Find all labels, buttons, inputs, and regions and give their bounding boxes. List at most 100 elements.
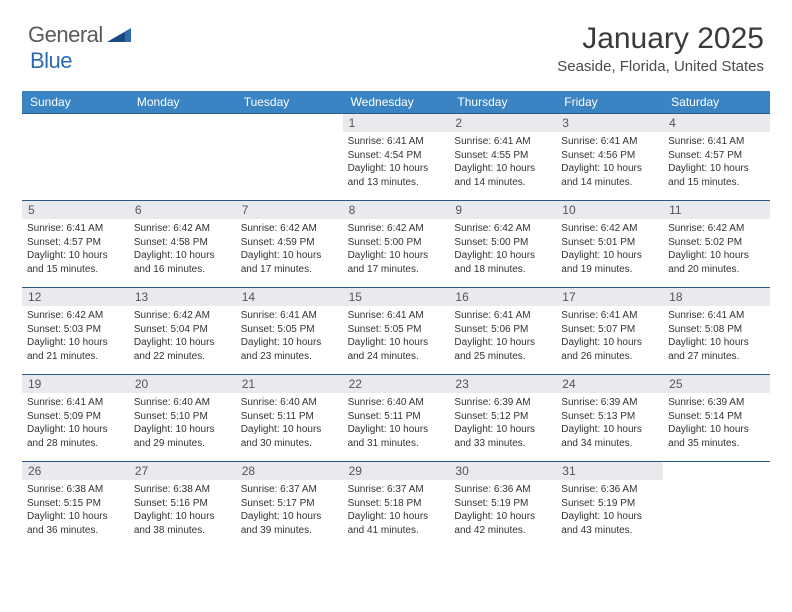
calendar-day-cell: 24Sunrise: 6:39 AMSunset: 5:13 PMDayligh…: [556, 375, 663, 461]
calendar-day-cell: 21Sunrise: 6:40 AMSunset: 5:11 PMDayligh…: [236, 375, 343, 461]
calendar-day-cell: 9Sunrise: 6:42 AMSunset: 5:00 PMDaylight…: [449, 201, 556, 287]
day-details: Sunrise: 6:41 AMSunset: 4:55 PMDaylight:…: [449, 132, 556, 192]
day-number: 11: [663, 201, 770, 219]
weekday-header: Friday: [556, 91, 663, 113]
day-details: Sunrise: 6:41 AMSunset: 5:06 PMDaylight:…: [449, 306, 556, 366]
logo-triangle-icon: [107, 24, 131, 47]
day-details: Sunrise: 6:42 AMSunset: 5:03 PMDaylight:…: [22, 306, 129, 366]
calendar-day-cell: 22Sunrise: 6:40 AMSunset: 5:11 PMDayligh…: [343, 375, 450, 461]
day-number: 6: [129, 201, 236, 219]
calendar-day-cell: 4Sunrise: 6:41 AMSunset: 4:57 PMDaylight…: [663, 114, 770, 200]
day-number: 22: [343, 375, 450, 393]
calendar-day-cell: 6Sunrise: 6:42 AMSunset: 4:58 PMDaylight…: [129, 201, 236, 287]
calendar-day-cell: 5Sunrise: 6:41 AMSunset: 4:57 PMDaylight…: [22, 201, 129, 287]
day-number: 19: [22, 375, 129, 393]
day-details: Sunrise: 6:42 AMSunset: 5:04 PMDaylight:…: [129, 306, 236, 366]
weekday-header: Sunday: [22, 91, 129, 113]
calendar-week-row: 19Sunrise: 6:41 AMSunset: 5:09 PMDayligh…: [22, 374, 770, 461]
day-number: 14: [236, 288, 343, 306]
day-details: Sunrise: 6:41 AMSunset: 4:54 PMDaylight:…: [343, 132, 450, 192]
calendar-day-cell: 2Sunrise: 6:41 AMSunset: 4:55 PMDaylight…: [449, 114, 556, 200]
day-number: 30: [449, 462, 556, 480]
day-number: 8: [343, 201, 450, 219]
calendar-day-cell: 20Sunrise: 6:40 AMSunset: 5:10 PMDayligh…: [129, 375, 236, 461]
calendar-day-cell: 30Sunrise: 6:36 AMSunset: 5:19 PMDayligh…: [449, 462, 556, 548]
day-details: Sunrise: 6:40 AMSunset: 5:10 PMDaylight:…: [129, 393, 236, 453]
calendar-day-cell: 25Sunrise: 6:39 AMSunset: 5:14 PMDayligh…: [663, 375, 770, 461]
day-details: Sunrise: 6:37 AMSunset: 5:17 PMDaylight:…: [236, 480, 343, 540]
header: General January 2025 Seaside, Florida, U…: [0, 0, 792, 79]
day-number: 4: [663, 114, 770, 132]
calendar-day-cell: 15Sunrise: 6:41 AMSunset: 5:05 PMDayligh…: [343, 288, 450, 374]
day-details: Sunrise: 6:36 AMSunset: 5:19 PMDaylight:…: [449, 480, 556, 540]
calendar-day-cell: 13Sunrise: 6:42 AMSunset: 5:04 PMDayligh…: [129, 288, 236, 374]
calendar-week-row: 12Sunrise: 6:42 AMSunset: 5:03 PMDayligh…: [22, 287, 770, 374]
calendar-day-cell: [129, 114, 236, 200]
day-number: 16: [449, 288, 556, 306]
day-details: Sunrise: 6:40 AMSunset: 5:11 PMDaylight:…: [343, 393, 450, 453]
day-details: Sunrise: 6:42 AMSunset: 4:58 PMDaylight:…: [129, 219, 236, 279]
day-details: Sunrise: 6:41 AMSunset: 4:57 PMDaylight:…: [663, 132, 770, 192]
calendar-week-row: 5Sunrise: 6:41 AMSunset: 4:57 PMDaylight…: [22, 200, 770, 287]
logo: General: [28, 22, 133, 48]
day-number: 2: [449, 114, 556, 132]
calendar-day-cell: 14Sunrise: 6:41 AMSunset: 5:05 PMDayligh…: [236, 288, 343, 374]
day-details: Sunrise: 6:40 AMSunset: 5:11 PMDaylight:…: [236, 393, 343, 453]
calendar-day-cell: 18Sunrise: 6:41 AMSunset: 5:08 PMDayligh…: [663, 288, 770, 374]
day-number: 18: [663, 288, 770, 306]
day-details: Sunrise: 6:41 AMSunset: 5:08 PMDaylight:…: [663, 306, 770, 366]
location: Seaside, Florida, United States: [557, 58, 764, 75]
day-number: 21: [236, 375, 343, 393]
weekday-header: Saturday: [663, 91, 770, 113]
day-number: 3: [556, 114, 663, 132]
weekday-header: Monday: [129, 91, 236, 113]
day-number: 17: [556, 288, 663, 306]
calendar-day-cell: 23Sunrise: 6:39 AMSunset: 5:12 PMDayligh…: [449, 375, 556, 461]
calendar-day-cell: 31Sunrise: 6:36 AMSunset: 5:19 PMDayligh…: [556, 462, 663, 548]
day-number: 1: [343, 114, 450, 132]
title-block: January 2025 Seaside, Florida, United St…: [557, 22, 764, 75]
calendar-day-cell: 3Sunrise: 6:41 AMSunset: 4:56 PMDaylight…: [556, 114, 663, 200]
day-number: 15: [343, 288, 450, 306]
day-details: Sunrise: 6:42 AMSunset: 4:59 PMDaylight:…: [236, 219, 343, 279]
calendar-day-cell: 27Sunrise: 6:38 AMSunset: 5:16 PMDayligh…: [129, 462, 236, 548]
day-details: Sunrise: 6:42 AMSunset: 5:00 PMDaylight:…: [449, 219, 556, 279]
weekday-header: Thursday: [449, 91, 556, 113]
day-number: 29: [343, 462, 450, 480]
calendar-day-cell: 19Sunrise: 6:41 AMSunset: 5:09 PMDayligh…: [22, 375, 129, 461]
calendar-day-cell: 29Sunrise: 6:37 AMSunset: 5:18 PMDayligh…: [343, 462, 450, 548]
day-details: Sunrise: 6:39 AMSunset: 5:12 PMDaylight:…: [449, 393, 556, 453]
day-number: 10: [556, 201, 663, 219]
day-number: 31: [556, 462, 663, 480]
calendar: SundayMondayTuesdayWednesdayThursdayFrid…: [22, 91, 770, 548]
day-details: Sunrise: 6:42 AMSunset: 5:02 PMDaylight:…: [663, 219, 770, 279]
day-number: 27: [129, 462, 236, 480]
day-number: 13: [129, 288, 236, 306]
day-number: 23: [449, 375, 556, 393]
weekday-header-row: SundayMondayTuesdayWednesdayThursdayFrid…: [22, 91, 770, 113]
calendar-day-cell: 17Sunrise: 6:41 AMSunset: 5:07 PMDayligh…: [556, 288, 663, 374]
day-details: Sunrise: 6:41 AMSunset: 4:57 PMDaylight:…: [22, 219, 129, 279]
day-number: 12: [22, 288, 129, 306]
calendar-week-row: 1Sunrise: 6:41 AMSunset: 4:54 PMDaylight…: [22, 113, 770, 200]
day-details: Sunrise: 6:41 AMSunset: 5:05 PMDaylight:…: [236, 306, 343, 366]
weekday-header: Tuesday: [236, 91, 343, 113]
day-details: Sunrise: 6:41 AMSunset: 5:07 PMDaylight:…: [556, 306, 663, 366]
day-details: Sunrise: 6:38 AMSunset: 5:16 PMDaylight:…: [129, 480, 236, 540]
logo-text-blue: Blue: [30, 48, 72, 73]
calendar-day-cell: 1Sunrise: 6:41 AMSunset: 4:54 PMDaylight…: [343, 114, 450, 200]
day-details: Sunrise: 6:41 AMSunset: 4:56 PMDaylight:…: [556, 132, 663, 192]
logo-text-general: General: [28, 22, 103, 48]
calendar-day-cell: 26Sunrise: 6:38 AMSunset: 5:15 PMDayligh…: [22, 462, 129, 548]
day-number: 28: [236, 462, 343, 480]
calendar-week-row: 26Sunrise: 6:38 AMSunset: 5:15 PMDayligh…: [22, 461, 770, 548]
calendar-day-cell: 11Sunrise: 6:42 AMSunset: 5:02 PMDayligh…: [663, 201, 770, 287]
day-number: 24: [556, 375, 663, 393]
calendar-day-cell: [236, 114, 343, 200]
day-number: 26: [22, 462, 129, 480]
month-title: January 2025: [557, 22, 764, 56]
day-number: 25: [663, 375, 770, 393]
day-details: Sunrise: 6:39 AMSunset: 5:13 PMDaylight:…: [556, 393, 663, 453]
calendar-day-cell: 8Sunrise: 6:42 AMSunset: 5:00 PMDaylight…: [343, 201, 450, 287]
day-number: 20: [129, 375, 236, 393]
